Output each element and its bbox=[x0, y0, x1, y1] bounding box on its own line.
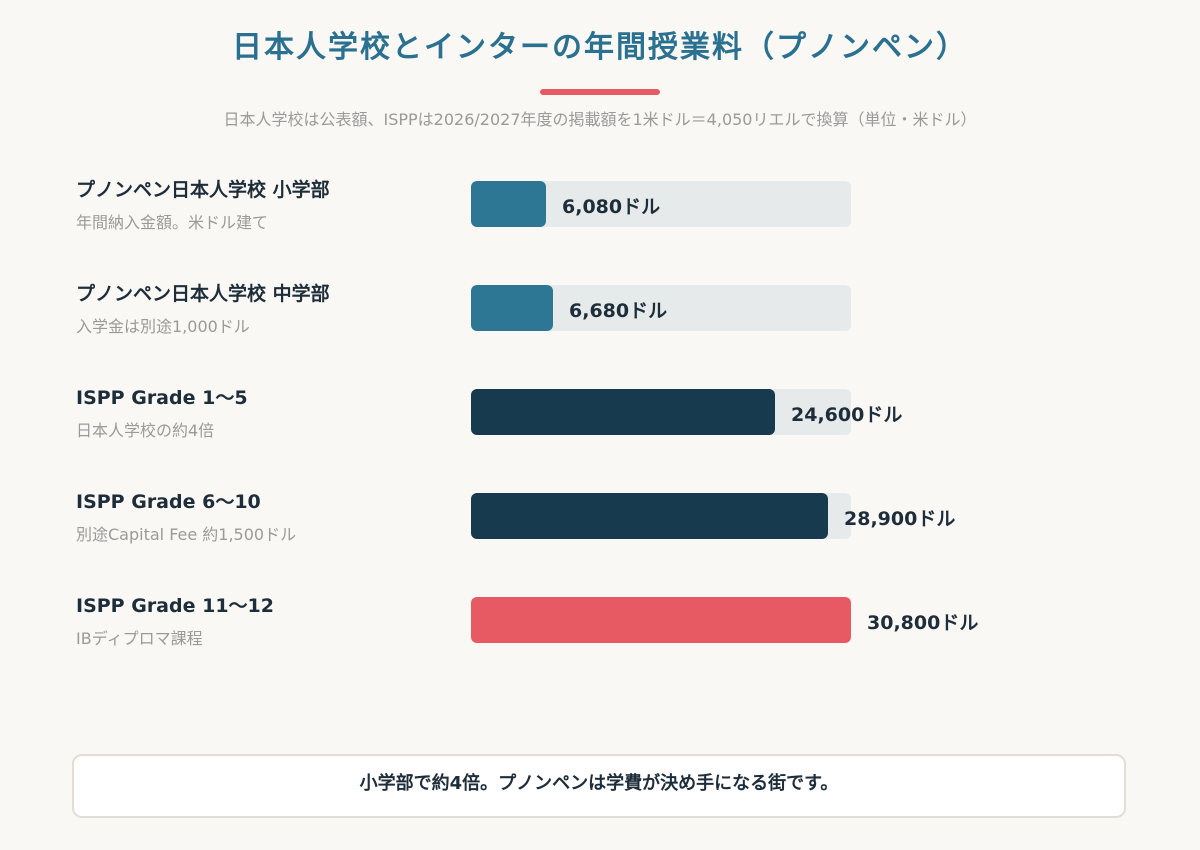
category-label: ISPP Grade 6〜10 bbox=[76, 491, 261, 513]
bar-row: プノンペン日本人学校 中学部 入学金は別途1,000ドル 6,680ドル bbox=[0, 279, 1200, 359]
bar bbox=[471, 493, 828, 539]
category-label: プノンペン日本人学校 小学部 bbox=[76, 179, 330, 201]
bar bbox=[471, 597, 851, 643]
category-note: 別途Capital Fee 約1,500ドル bbox=[76, 525, 297, 544]
bar bbox=[471, 389, 775, 435]
bar-value-label: 28,900ドル bbox=[844, 508, 956, 530]
category-label: プノンペン日本人学校 中学部 bbox=[76, 283, 330, 305]
chart-title: 日本人学校とインターの年間授業料（プノンペン） bbox=[232, 30, 968, 65]
bar-value-label: 6,080ドル bbox=[562, 196, 661, 218]
category-label: ISPP Grade 1〜5 bbox=[76, 387, 248, 409]
bar-value-label: 30,800ドル bbox=[867, 612, 979, 634]
bar-row: プノンペン日本人学校 小学部 年間納入金額。米ドル建て 6,080ドル bbox=[0, 175, 1200, 255]
category-label: ISPP Grade 11〜12 bbox=[76, 595, 274, 617]
chart-subtitle: 日本人学校は公表額、ISPPは2026/2027年度の掲載額を1米ドル＝4,05… bbox=[223, 110, 977, 129]
category-note: 年間納入金額。米ドル建て bbox=[76, 213, 269, 232]
category-note: 入学金は別途1,000ドル bbox=[76, 317, 250, 336]
category-note: IBディプロマ課程 bbox=[76, 629, 203, 648]
summary-callout: 小学部で約4倍。プノンペンは学費が決め手になる街です。 bbox=[72, 754, 1126, 818]
bar-row: ISPP Grade 11〜12 IBディプロマ課程 30,800ドル bbox=[0, 591, 1200, 671]
bar bbox=[471, 285, 553, 331]
summary-callout-text: 小学部で約4倍。プノンペンは学費が決め手になる街です。 bbox=[359, 773, 839, 794]
title-accent-rule bbox=[540, 89, 660, 95]
bar-value-label: 24,600ドル bbox=[791, 404, 903, 426]
bar-row: ISPP Grade 1〜5 日本人学校の約4倍 24,600ドル bbox=[0, 383, 1200, 463]
category-note: 日本人学校の約4倍 bbox=[76, 421, 215, 440]
bar bbox=[471, 181, 546, 227]
bar-value-label: 6,680ドル bbox=[569, 300, 668, 322]
bar-row: ISPP Grade 6〜10 別途Capital Fee 約1,500ドル 28,… bbox=[0, 487, 1200, 567]
